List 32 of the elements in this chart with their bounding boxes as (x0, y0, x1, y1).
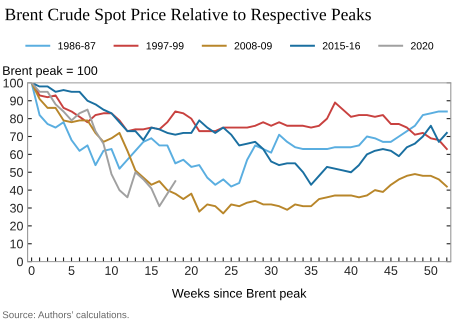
y-tick-label: 0 (16, 257, 23, 266)
y-tick-label: 40 (10, 186, 23, 195)
x-tick-label: 5 (68, 266, 74, 275)
legend-label: 2020 (411, 42, 434, 50)
y-tick-label: 60 (10, 150, 23, 160)
x-tick-label: 40 (344, 266, 358, 275)
y-tick-label: 30 (10, 204, 23, 213)
legend-label: 1986-87 (58, 42, 96, 50)
x-tick-label: 50 (424, 266, 438, 275)
y-tick-label: 20 (10, 222, 23, 231)
x-tick-label: 45 (384, 266, 398, 275)
x-axis-title: Weeks since Brent peak (172, 288, 307, 300)
x-tick-label: 35 (304, 266, 318, 275)
y-tick-label: 100 (4, 78, 23, 88)
x-tick-label: 25 (224, 266, 238, 275)
x-tick-label: 0 (28, 266, 35, 275)
source-note: Source: Authors’ calculations. (2, 311, 129, 318)
x-tick-label: 10 (105, 266, 118, 275)
y-axis-title: Brent peak = 100 (3, 66, 98, 78)
legend-label: 2015-16 (322, 42, 360, 50)
y-tick-label: 10 (10, 240, 23, 248)
chart-title: Brent Crude Spot Price Relative to Respective Peaks (5, 8, 371, 24)
x-tick-label: 20 (184, 266, 198, 275)
x-tick-label: 15 (145, 266, 158, 275)
y-tick-label: 90 (10, 96, 23, 106)
line-series (30, 82, 448, 214)
y-tick-label: 80 (10, 114, 23, 124)
legend-label: 2008-09 (234, 42, 272, 50)
y-tick-label: 70 (10, 132, 23, 142)
legend-label: 1997-99 (146, 42, 184, 50)
y-tick-label: 50 (10, 168, 23, 177)
x-tick-label: 30 (264, 266, 278, 275)
